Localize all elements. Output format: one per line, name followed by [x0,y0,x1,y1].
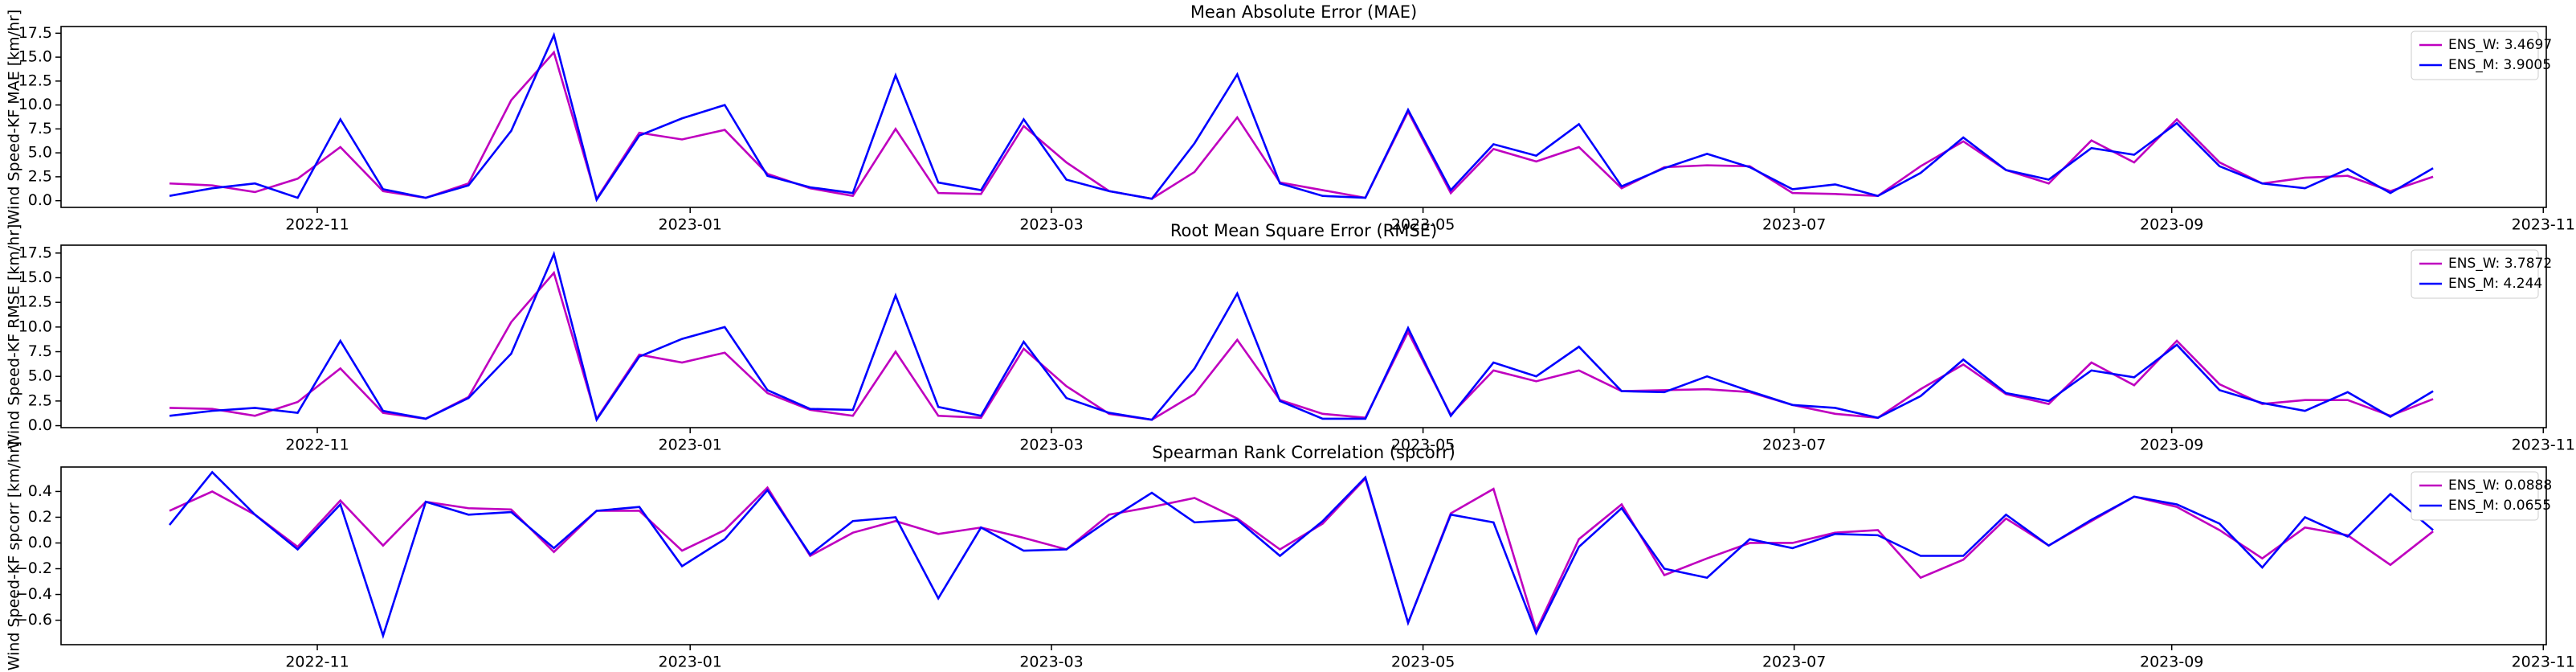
y-tick-label: 10.0 [18,96,52,113]
legend-label: ENS_M: 0.0655 [2448,498,2551,514]
y-tick-label: 12.5 [18,293,52,311]
y-axis-label: Wind Speed-KF spcorr [km/hr] [6,441,23,671]
chart-title: Mean Absolute Error (MAE) [1190,2,1417,22]
series-line [169,470,2434,640]
y-tick-label: 15.0 [18,48,52,66]
y-tick-label: 7.5 [28,342,52,360]
legend-box [2411,249,2539,299]
y-axis-label: Wind Speed-KF RMSE [km/hr] [6,224,23,449]
legend-label: ENS_W: 3.4697 [2448,37,2552,53]
chart-title: Root Mean Square Error (RMSE) [1170,221,1437,240]
series-line [169,50,2434,202]
series-line [169,31,2434,203]
y-tick-label: 0.4 [28,482,52,500]
y-tick-label: 5.0 [28,144,52,162]
x-tick-label: 2023-05 [1391,436,1455,454]
series-line [169,476,2434,634]
x-tick-label: 2023-09 [2140,216,2203,234]
x-tick-label: 2023-11 [2512,216,2575,234]
plot-frame [60,466,2547,645]
x-tick-label: 2023-09 [2140,436,2203,454]
y-tick-label: −0.6 [15,611,52,629]
legend-box [2411,471,2539,521]
x-tick-label: 2023-01 [659,654,722,671]
plot-frame [60,244,2547,428]
x-tick-label: 2023-07 [1762,436,1826,454]
x-tick-label: 2023-03 [1019,216,1083,234]
y-tick-label: 2.5 [28,391,52,409]
x-tick-label: 2023-11 [2512,436,2575,454]
legend-label: ENS_M: 4.244 [2448,276,2542,292]
y-tick-label: 10.0 [18,318,52,335]
x-tick-label: 2022-11 [285,436,349,454]
y-axis-label: Wind Speed-KF MAE [km/hr] [6,10,23,225]
x-tick-label: 2023-01 [659,436,722,454]
y-tick-label: 15.0 [18,268,52,286]
series-line [169,251,2434,423]
x-tick-label: 2023-07 [1762,216,1826,234]
legend-label: ENS_W: 3.7872 [2448,256,2552,272]
x-tick-label: 2023-03 [1019,436,1083,454]
y-tick-label: 5.0 [28,367,52,385]
legend-label: ENS_W: 0.0888 [2448,477,2552,494]
x-tick-label: 2023-07 [1762,654,1826,671]
y-tick-label: 0.0 [28,191,52,209]
series-line [169,270,2434,421]
y-tick-label: 17.5 [18,244,52,261]
legend-box [2411,31,2539,80]
x-tick-label: 2023-09 [2140,654,2203,671]
y-tick-label: 0.0 [28,416,52,434]
x-tick-label: 2023-11 [2512,654,2575,671]
legend-label: ENS_M: 3.9005 [2448,57,2551,73]
y-tick-label: 0.2 [28,508,52,526]
chart-title: Spearman Rank Correlation (spcorr) [1152,443,1455,462]
x-tick-label: 2022-11 [285,654,349,671]
x-tick-label: 2023-05 [1391,654,1455,671]
y-tick-label: 0.0 [28,534,52,551]
x-tick-label: 2023-01 [659,216,722,234]
y-tick-label: −0.4 [15,585,52,603]
y-tick-label: 2.5 [28,167,52,185]
y-tick-label: 7.5 [28,120,52,137]
x-tick-label: 2022-11 [285,216,349,234]
x-tick-label: 2023-03 [1019,654,1083,671]
x-tick-label: 2023-05 [1391,216,1455,234]
plot-frame [60,26,2547,208]
y-tick-label: −0.2 [15,559,52,577]
y-tick-label: 17.5 [18,24,52,42]
y-tick-label: 12.5 [18,72,52,89]
